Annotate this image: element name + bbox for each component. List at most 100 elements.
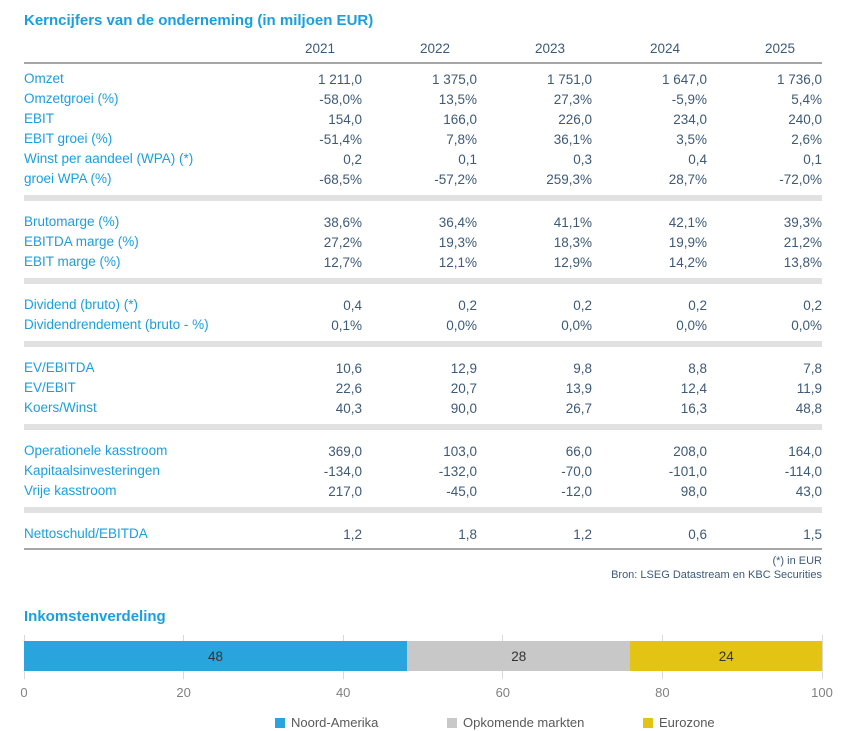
value-cell: 48,8 <box>795 400 822 416</box>
value-cell: 0,1 <box>458 151 477 167</box>
section-separator <box>24 272 822 290</box>
table-row: Nettoschuld/EBITDA 1,2 1,8 1,2 0,6 1,5 <box>24 519 822 544</box>
row-label: Dividend (bruto) (*) <box>24 297 139 312</box>
value-cell: 39,3% <box>783 214 822 230</box>
bar-segment-noord-amerika: 48 <box>24 641 408 671</box>
table-row: Vrije kasstroom 217,0 -45,0 -12,0 98,0 43,0 <box>24 481 822 501</box>
value-cell: 36,4% <box>438 214 477 230</box>
row-label: Kapitaalsinvesteringen <box>24 463 160 478</box>
value-cell: 0,2 <box>573 297 592 313</box>
value-cell: 1 375,0 <box>431 71 477 87</box>
table-row: EV/EBIT 22,6 20,7 13,9 12,4 11,9 <box>24 378 822 398</box>
value-cell: -58,0% <box>319 91 362 107</box>
value-cell: 0,1% <box>331 317 362 333</box>
value-cell: -5,9% <box>671 91 707 107</box>
row-label: EBIT groei (%) <box>24 131 113 146</box>
table-bottom-rule <box>24 548 822 550</box>
value-cell: 98,0 <box>680 483 707 499</box>
legend-swatch-icon <box>643 717 653 728</box>
value-cell: 12,4 <box>680 380 707 396</box>
x-tick-label: 0 <box>20 685 28 700</box>
value-cell: 38,6% <box>323 214 362 230</box>
row-label: Koers/Winst <box>24 400 97 415</box>
legend-label: Noord-Amerika <box>291 715 379 730</box>
value-cell: 7,8% <box>446 131 477 147</box>
value-cell: -12,0 <box>561 483 592 499</box>
separator-band <box>24 341 822 347</box>
row-label: EBIT marge (%) <box>24 254 121 269</box>
value-cell: 10,6 <box>335 360 362 376</box>
separator-band <box>24 424 822 430</box>
value-cell: 166,0 <box>443 111 477 127</box>
row-label: EBIT <box>24 111 55 126</box>
stacked-bar: 48 28 24 <box>24 641 822 671</box>
value-cell: 1,5 <box>803 526 822 542</box>
value-cell: 21,2% <box>783 234 822 250</box>
value-cell: 0,1 <box>803 151 822 167</box>
table-row: Dividend (bruto) (*) 0,4 0,2 0,2 0,2 0,2 <box>24 290 822 315</box>
income-distribution-chart: Inkomstenverdeling 48 28 24 0 20 40 60 80 100 N… <box>20 608 832 731</box>
row-label: Vrije kasstroom <box>24 483 117 498</box>
year-header-row: 2021 2022 2023 2024 2025 <box>24 39 822 64</box>
value-cell: 217,0 <box>328 483 362 499</box>
value-cell: -51,4% <box>319 131 362 147</box>
row-label: Nettoschuld/EBITDA <box>24 526 148 541</box>
row-label: Winst per aandeel (WPA) (*) <box>24 151 194 166</box>
row-label: Operationele kasstroom <box>24 443 168 458</box>
value-cell: 0,4 <box>688 151 707 167</box>
value-cell: 22,6 <box>335 380 362 396</box>
row-label: groei WPA (%) <box>24 171 112 186</box>
separator-band <box>24 278 822 284</box>
table-row: EBIT groei (%) -51,4% 7,8% 36,1% 3,5% 2,6% <box>24 129 822 149</box>
section-separator <box>24 418 822 436</box>
year-column-header: 2024 <box>592 39 707 64</box>
table-source: Bron: LSEG Datastream en KBC Securities <box>611 569 822 581</box>
value-cell: 27,3% <box>553 91 592 107</box>
value-cell: 0,6 <box>688 526 707 542</box>
chart-plot-area: 48 28 24 <box>23 635 823 679</box>
value-cell: 0,0% <box>791 317 822 333</box>
year-column-header: 2021 <box>247 39 362 64</box>
chart-title: Inkomstenverdeling <box>24 608 166 625</box>
table-row: EV/EBITDA 10,6 12,9 9,8 8,8 7,8 <box>24 353 822 378</box>
value-cell: -45,0 <box>446 483 477 499</box>
value-cell: 13,5% <box>438 91 477 107</box>
value-cell: 154,0 <box>328 111 362 127</box>
legend-item-eurozone: Eurozone <box>643 715 715 730</box>
x-tick-label: 40 <box>335 685 351 700</box>
value-cell: 103,0 <box>443 443 477 459</box>
table-row: Dividendrendement (bruto - %) 0,1% 0,0% 0,0… <box>24 315 822 335</box>
value-cell: 43,0 <box>795 483 822 499</box>
value-cell: 20,7 <box>450 380 477 396</box>
legend-label: Opkomende markten <box>463 715 585 730</box>
row-label: Dividendrendement (bruto - %) <box>24 317 209 332</box>
gridline <box>821 635 823 679</box>
separator-band <box>24 507 822 513</box>
table-row: Koers/Winst 40,3 90,0 26,7 16,3 48,8 <box>24 398 822 418</box>
value-cell: 240,0 <box>788 111 822 127</box>
section-separator <box>24 189 822 207</box>
label-column-header <box>24 39 247 64</box>
legend-label: Eurozone <box>659 715 715 730</box>
value-cell: 1 647,0 <box>661 71 707 87</box>
year-column-header: 2025 <box>707 39 822 64</box>
table-row: EBIT marge (%) 12,7% 12,1% 12,9% 14,2% 13,8% <box>24 252 822 272</box>
value-cell: 234,0 <box>673 111 707 127</box>
table-row: EBIT 154,0 166,0 226,0 234,0 240,0 <box>24 109 822 129</box>
section-separator <box>24 501 822 519</box>
value-cell: 0,2 <box>343 151 362 167</box>
value-cell: 19,3% <box>438 234 477 250</box>
value-cell: 1 736,0 <box>776 71 822 87</box>
value-cell: 0,2 <box>803 297 822 313</box>
row-label: Brutomarge (%) <box>24 214 120 229</box>
separator-band <box>24 195 822 201</box>
row-label: Omzet <box>24 71 64 86</box>
row-label: Omzetgroei (%) <box>24 91 119 106</box>
value-cell: 13,8% <box>783 254 822 270</box>
bar-segment-eurozone: 24 <box>630 641 822 671</box>
legend-item-noord-amerika: Noord-Amerika <box>275 715 378 730</box>
value-cell: 0,0% <box>561 317 592 333</box>
bar-segment-opkomende-markten: 28 <box>407 641 631 671</box>
value-cell: -114,0 <box>784 463 822 479</box>
value-cell: 164,0 <box>788 443 822 459</box>
